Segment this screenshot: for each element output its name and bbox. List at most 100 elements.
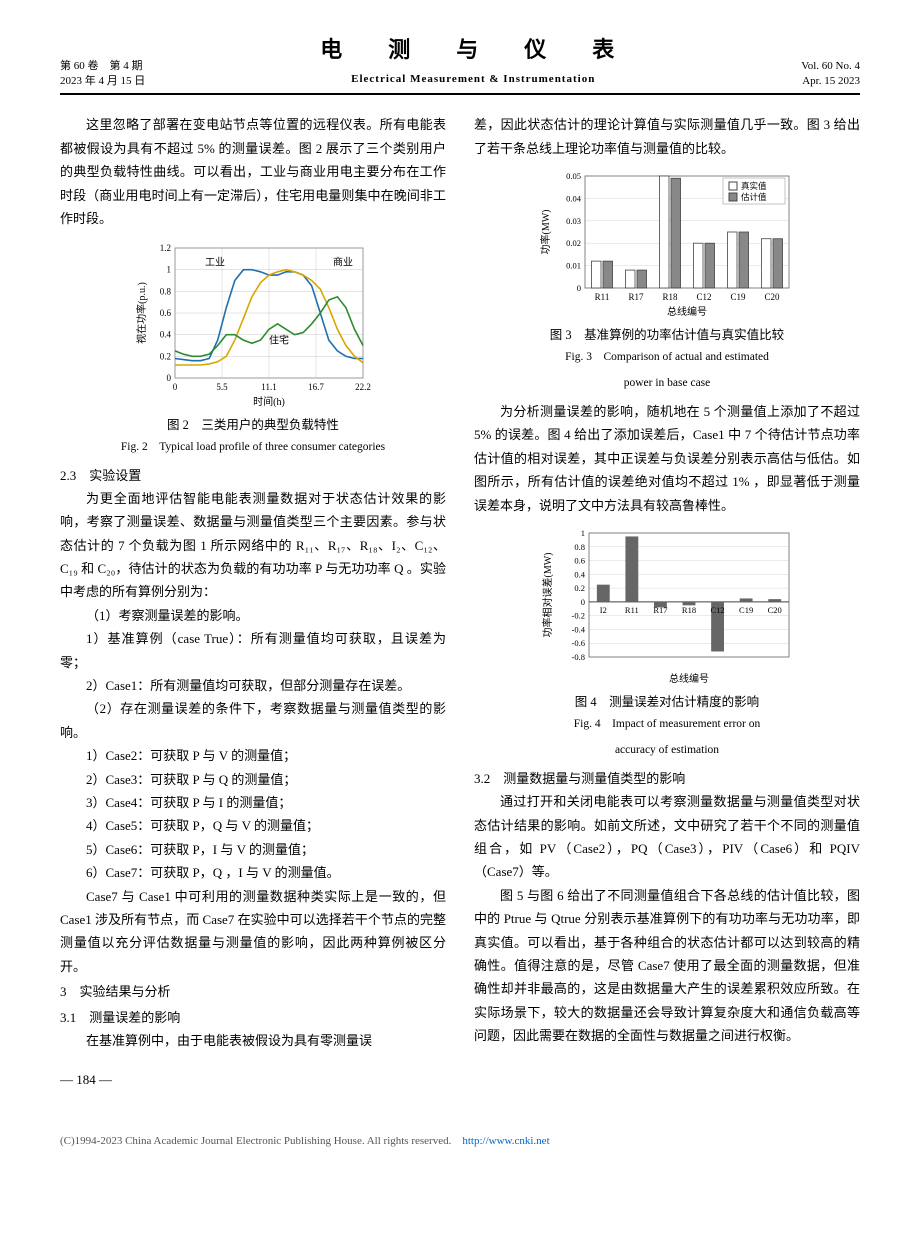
svg-text:R11: R11	[625, 605, 639, 615]
svg-text:-0.6: -0.6	[572, 638, 585, 648]
svg-text:估计值: 估计值	[741, 192, 767, 202]
fig3-caption-cn: 图 3 基准算例的功率估计值与真实值比较	[474, 324, 860, 347]
item-1b: 2）Case1：所有测量值均可获取，但部分测量存在误差。	[60, 674, 446, 697]
svg-text:0.4: 0.4	[574, 569, 585, 579]
footer-citation: (C)1994-2023 China Academic Journal Elec…	[60, 1132, 860, 1152]
svg-text:工业: 工业	[205, 257, 225, 269]
left-para-3: Case7 与 Case1 中可利用的测量数据种类实际上是一致的，但 Case1…	[60, 885, 446, 979]
fig2-chart: 0 0.2 0.4 0.6 0.8 1 1.2 0 5.5 11.1 16.7 22.2 工业 商业住宅时…	[133, 238, 373, 408]
journal-title-en: Electrical Measurement & Instrumentation	[320, 70, 626, 90]
svg-text:功率(MW): 功率(MW)	[539, 210, 552, 255]
right-para-2: 为分析测量误差的影响，随机地在 5 个测量值上添加了不超过 5% 的误差。图 4…	[474, 400, 860, 517]
svg-text:5.5: 5.5	[216, 382, 228, 392]
fig2-caption-en: Fig. 2 Typical load profile of three con…	[60, 437, 446, 458]
svg-text:R18: R18	[662, 292, 678, 302]
page-header: 第 60 卷 第 4 期 2023 年 4 月 15 日 电 测 与 仪 表 E…	[60, 30, 860, 95]
svg-text:住宅: 住宅	[269, 334, 289, 347]
date-cn: 2023 年 4 月 15 日	[60, 74, 145, 89]
svg-text:0.04: 0.04	[566, 194, 582, 204]
vol-en: Vol. 60 No. 4	[801, 59, 860, 74]
svg-text:1: 1	[167, 265, 172, 275]
svg-text:商业: 商业	[333, 256, 353, 269]
fig4-caption-cn: 图 4 测量误差对估计精度的影响	[474, 691, 860, 714]
item-2a: 1）Case2：可获取 P 与 V 的测量值；	[60, 744, 446, 767]
item-1: （1）考察测量误差的影响。	[60, 604, 446, 627]
svg-text:总线编号: 总线编号	[669, 672, 709, 685]
header-left: 第 60 卷 第 4 期 2023 年 4 月 15 日	[60, 59, 145, 90]
svg-text:0.6: 0.6	[160, 308, 172, 318]
figure-4: -0.8-0.6-0.4-0.200.20.40.60.81I2R11R17R1…	[474, 525, 860, 685]
left-para-2: 为更全面地评估智能电能表测量数据对于状态估计效果的影响，考察了测量误差、数据量与…	[60, 487, 446, 604]
figure-3: 00.010.020.030.040.05R11R17R18C12C19C20真…	[474, 168, 860, 318]
fig4-chart: -0.8-0.6-0.4-0.200.20.40.60.81I2R11R17R1…	[537, 525, 797, 685]
item-2f: 6）Case7：可获取 P，Q ，I 与 V 的测量值。	[60, 861, 446, 884]
svg-text:C20: C20	[768, 605, 782, 615]
svg-text:总线编号: 总线编号	[667, 305, 707, 318]
fig4-caption-en2: accuracy of estimation	[474, 740, 860, 761]
svg-text:0.8: 0.8	[160, 287, 172, 297]
svg-text:0.05: 0.05	[566, 171, 581, 181]
svg-text:0.03: 0.03	[566, 216, 581, 226]
volume-issue: 第 60 卷 第 4 期	[60, 59, 145, 74]
svg-text:R17: R17	[653, 605, 667, 615]
item-2: （2）存在测量误差的条件下，考察数据量与测量值类型的影响。	[60, 697, 446, 744]
svg-text:I2: I2	[600, 605, 607, 615]
svg-text:C19: C19	[739, 605, 753, 615]
svg-text:16.7: 16.7	[308, 382, 324, 392]
fig3-caption-en1: Fig. 3 Comparison of actual and estimate…	[474, 347, 860, 368]
svg-text:11.1: 11.1	[261, 382, 276, 392]
svg-text:R18: R18	[682, 605, 696, 615]
svg-text:0.02: 0.02	[566, 238, 581, 248]
svg-text:时间(h): 时间(h)	[253, 395, 285, 408]
svg-text:0: 0	[577, 283, 581, 293]
svg-text:22.2: 22.2	[355, 382, 371, 392]
section-2-3: 2.3 实验设置	[60, 464, 446, 487]
fig3-caption-en2: power in base case	[474, 373, 860, 394]
left-para-1: 这里忽略了部署在变电站节点等位置的远程仪表。所有电能表都被假设为具有不超过 5%…	[60, 113, 446, 230]
header-right: Vol. 60 No. 4 Apr. 15 2023	[801, 59, 860, 90]
figure-2: 0 0.2 0.4 0.6 0.8 1 1.2 0 5.5 11.1 16.7 22.2 工业 商业住宅时…	[60, 238, 446, 408]
header-center: 电 测 与 仪 表 Electrical Measurement & Instr…	[320, 30, 626, 89]
item-2c: 3）Case4：可获取 P 与 I 的测量值；	[60, 791, 446, 814]
svg-text:0.01: 0.01	[566, 261, 581, 271]
footer-link[interactable]: http://www.cnki.net	[462, 1135, 549, 1147]
right-para-3: 通过打开和关闭电能表可以考察测量数据量与测量值类型对状态估计结果的影响。如前文所…	[474, 790, 860, 884]
svg-text:0.2: 0.2	[574, 583, 585, 593]
svg-text:C12: C12	[696, 292, 711, 302]
fig3-chart: 00.010.020.030.040.05R11R17R18C12C19C20真…	[537, 168, 797, 318]
svg-text:R11: R11	[595, 292, 610, 302]
fig2-caption-cn: 图 2 三类用户的典型负载特性	[60, 414, 446, 437]
item-2e: 5）Case6：可获取 P，I 与 V 的测量值；	[60, 838, 446, 861]
footer-text: (C)1994-2023 China Academic Journal Elec…	[60, 1135, 451, 1147]
two-column-layout: 这里忽略了部署在变电站节点等位置的远程仪表。所有电能表都被假设为具有不超过 5%…	[60, 113, 860, 1091]
item-2b: 2）Case3：可获取 P 与 Q 的测量值；	[60, 768, 446, 791]
date-en: Apr. 15 2023	[801, 74, 860, 89]
svg-text:C12: C12	[710, 605, 724, 615]
section-3: 3 实验结果与分析	[60, 980, 446, 1003]
svg-text:-0.2: -0.2	[572, 611, 585, 621]
item-1a: 1）基准算例（case True）：所有测量值均可获取，且误差为零；	[60, 627, 446, 674]
right-para-1: 差，因此状态估计的理论计算值与实际测量值几乎一致。图 3 给出了若干条总线上理论…	[474, 113, 860, 160]
journal-title-cn: 电 测 与 仪 表	[320, 30, 626, 70]
svg-text:真实值: 真实值	[741, 181, 767, 191]
fig4-caption-en1: Fig. 4 Impact of measurement error on	[474, 714, 860, 735]
svg-text:1: 1	[581, 528, 585, 538]
svg-text:功率相对误差(MW): 功率相对误差(MW)	[541, 553, 554, 638]
svg-text:0.8: 0.8	[574, 542, 585, 552]
svg-text:R17: R17	[628, 292, 644, 302]
svg-text:C19: C19	[730, 292, 746, 302]
svg-text:视在功率(p.u.): 视在功率(p.u.)	[135, 283, 148, 345]
right-column: 差，因此状态估计的理论计算值与实际测量值几乎一致。图 3 给出了若干条总线上理论…	[474, 113, 860, 1091]
page-number: — 184 —	[60, 1068, 446, 1091]
section-3-2: 3.2 测量数据量与测量值类型的影响	[474, 767, 860, 790]
svg-text:1.2: 1.2	[160, 243, 171, 253]
right-para-4: 图 5 与图 6 给出了不同测量值组合下各总线的估计值比较，图中的 Ptrue …	[474, 884, 860, 1048]
svg-text:0.4: 0.4	[160, 330, 172, 340]
svg-text:0.2: 0.2	[160, 352, 171, 362]
svg-text:0: 0	[167, 373, 172, 383]
left-column: 这里忽略了部署在变电站节点等位置的远程仪表。所有电能表都被假设为具有不超过 5%…	[60, 113, 446, 1091]
svg-text:-0.8: -0.8	[572, 652, 585, 662]
item-2d: 4）Case5：可获取 P，Q 与 V 的测量值；	[60, 814, 446, 837]
svg-text:0.6: 0.6	[574, 556, 585, 566]
svg-text:0: 0	[173, 382, 178, 392]
